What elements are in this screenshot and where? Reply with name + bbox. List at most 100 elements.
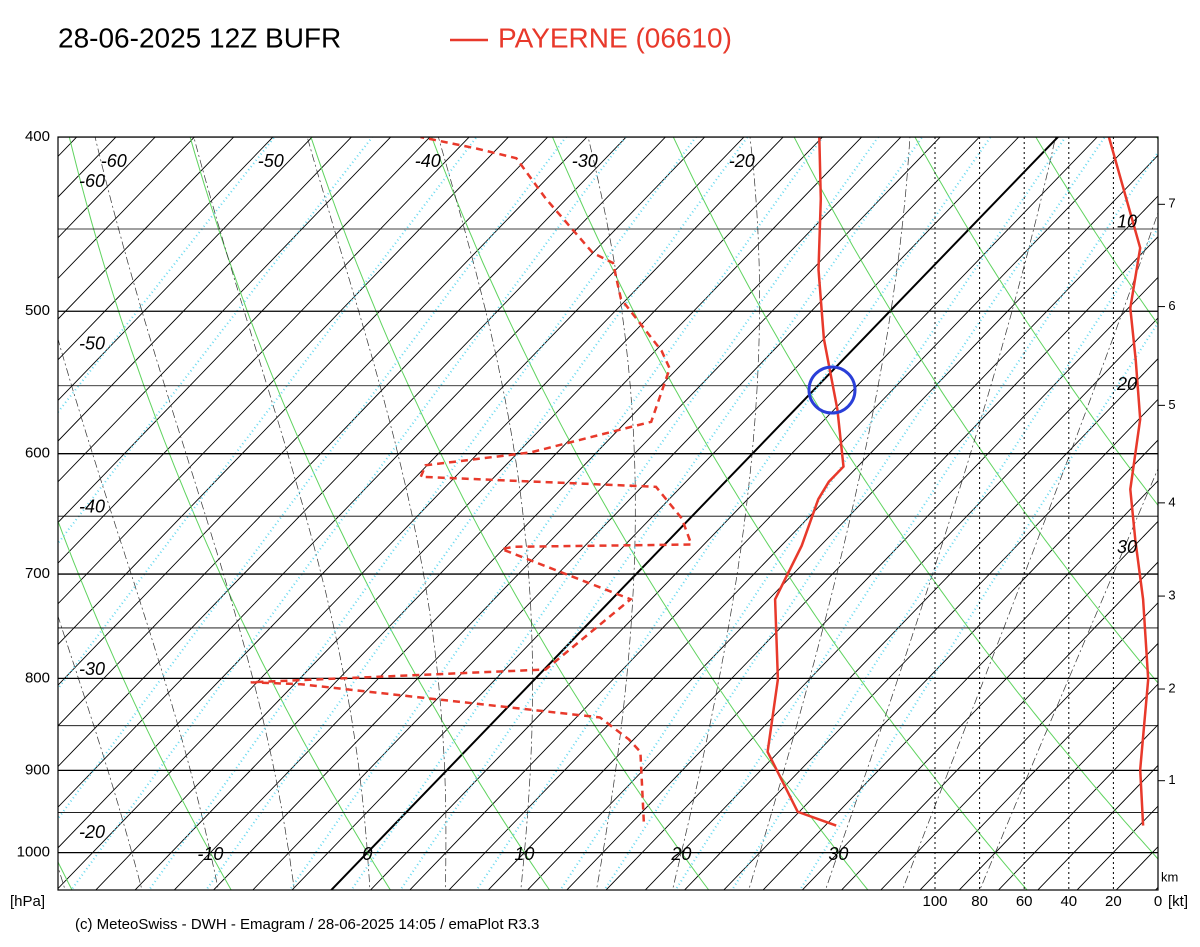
dry-adiabat [68,137,391,890]
plot-frame [57,136,1159,891]
isotherm [487,195,1158,890]
profiles [250,137,1150,827]
isotherm [58,137,549,646]
temperature-label-right: 30 [1117,537,1137,557]
isotherm [566,276,1158,890]
isotherm [1115,846,1158,890]
y-tick-label: 700 [25,565,50,582]
isotherm [95,137,824,890]
y-tick-label: 600 [25,445,50,462]
y-tick-label: 1000 [17,844,50,861]
dry-adiabat [58,860,73,890]
moist-adiabat [94,137,295,890]
moist-adiabat [825,137,1056,890]
temperature-label-bottom: 20 [670,844,691,864]
dry-adiabat [1035,137,1158,326]
isotherm [723,439,1158,890]
moist-adiabat [193,137,371,890]
isotherm [58,137,274,361]
mixing-ratio-line [147,137,698,890]
dry-adiabat [793,137,1158,684]
isotherm [0,97,37,927]
isotherm [58,137,667,768]
mixing-ratio-line [603,137,1107,890]
mixing-ratio-line [798,320,1158,890]
temperature-label-top: -50 [258,151,284,171]
moist-adiabat [979,467,1158,890]
height-tick-label: 3 [1168,588,1175,603]
isotherm [58,137,156,239]
wind-speed-line [1107,137,1150,826]
temperature-label-top: -60 [101,151,127,171]
temperature-label-top: -20 [729,151,755,171]
temperature-label-right: 10 [1117,211,1137,231]
isotherm [958,683,1158,890]
moist-adiabat [306,137,447,890]
isotherm [58,137,510,605]
height-axis-label: km [1161,869,1178,884]
temperature-label-top: -40 [415,151,441,171]
temperature-line [766,137,845,827]
temperature-label-left: -20 [79,822,105,842]
isotherm [605,317,1158,890]
mixing-ratio-line [70,137,627,890]
dry-adiabat [914,137,1158,507]
isotherm [58,137,313,402]
height-tick-label: 2 [1168,680,1175,695]
temperature-label-bottom: 10 [514,844,534,864]
isotherm [997,724,1158,890]
temperature-label-bottom: 0 [362,844,372,864]
isotherm [58,137,627,727]
mixing-ratio-line [288,137,825,890]
dewpoint-line [250,137,694,822]
mixing-ratio-line [475,137,992,890]
isotherm [58,137,117,198]
temperature-label-bottom: 30 [828,844,848,864]
isotherm [369,137,1098,890]
isotherm [134,137,863,890]
background-lines [0,97,1200,927]
isotherm [58,137,431,524]
mixing-ratio-line [559,137,1067,890]
mixing-ratio-line [350,137,880,890]
dry-adiabat [431,137,869,890]
isotherm [58,137,196,280]
wind-axis-label: [kt] [1168,893,1188,910]
isotherm [173,137,902,890]
isotherm [448,154,1158,890]
mixing-ratio-line [674,150,1158,890]
temperature-label-left: -60 [79,171,105,191]
isotherm [58,137,392,483]
wind-tick-label: 60 [1016,893,1033,910]
isotherm [526,236,1158,890]
isotherm [252,137,981,890]
mixing-ratio-line [58,137,374,545]
isotherm [0,97,76,927]
mixing-ratio-line [58,137,568,821]
y-tick-label: 800 [25,669,50,686]
temperature-label-left: -30 [79,659,105,679]
isotherm [58,137,588,686]
isotherm [683,398,1158,890]
moist-adiabat [748,137,911,890]
height-tick-label: 7 [1168,196,1175,211]
highlight-circle [807,365,857,415]
dry-adiabat [551,137,1028,890]
moist-adiabat [902,211,1158,890]
isotherm [291,137,1020,890]
mixing-ratio-line [204,137,749,890]
height-tick-label: 1 [1168,772,1175,787]
isotherm [840,561,1158,890]
footer: (c) MeteoSwiss - DWH - Emagram / 28-06-2… [75,916,539,933]
isotherm [212,137,941,890]
isotherm [58,137,470,564]
temperature-label-bottom: -10 [197,844,223,864]
isotherm [58,137,706,808]
temperature-label-left: -40 [79,496,105,516]
isotherm [1159,97,1200,927]
isotherm [58,137,745,849]
height-tick-label: 4 [1168,494,1175,509]
y-tick-label: 400 [25,128,50,145]
